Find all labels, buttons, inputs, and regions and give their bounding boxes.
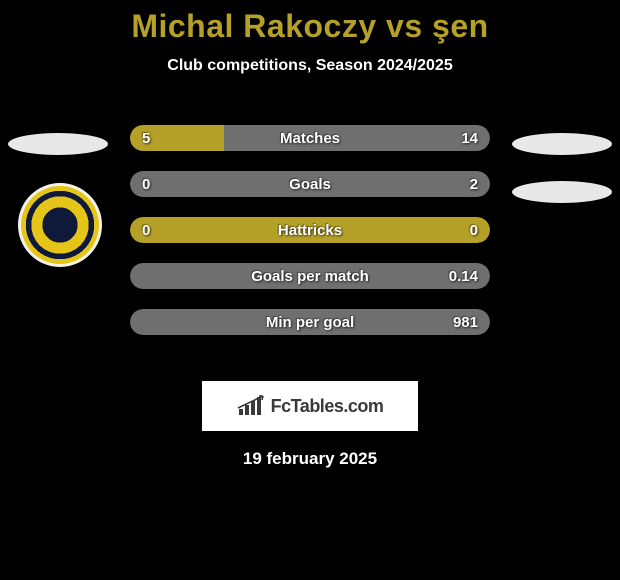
pill-icon	[512, 181, 612, 203]
stat-rows: 5 Matches 14 0 Goals 2 0 Hattricks 0 Goa…	[130, 125, 490, 355]
stat-right-value: 0	[470, 217, 478, 243]
date-text: 19 february 2025	[0, 449, 620, 469]
subtitle: Club competitions, Season 2024/2025	[0, 57, 620, 75]
comparison-stage: 5 Matches 14 0 Goals 2 0 Hattricks 0 Goa…	[0, 103, 620, 363]
club-crest-icon	[18, 183, 102, 267]
stat-row: Min per goal 981	[130, 309, 490, 335]
stat-label: Goals	[130, 171, 490, 197]
stat-label: Hattricks	[130, 217, 490, 243]
stat-right-value: 981	[453, 309, 478, 335]
bar-chart-icon	[237, 395, 265, 417]
stat-row: 5 Matches 14	[130, 125, 490, 151]
player2-badge-2	[512, 181, 612, 203]
stat-right-value: 2	[470, 171, 478, 197]
stat-row: 0 Goals 2	[130, 171, 490, 197]
stat-row: 0 Hattricks 0	[130, 217, 490, 243]
source-logo: FcTables.com	[202, 381, 418, 431]
stat-label: Matches	[130, 125, 490, 151]
pill-icon	[512, 133, 612, 155]
player2-badge-1	[512, 133, 612, 155]
player1-badge-1	[8, 133, 108, 155]
player1-club-badge	[18, 183, 102, 267]
stat-right-value: 0.14	[449, 263, 478, 289]
stat-label: Goals per match	[130, 263, 490, 289]
stat-row: Goals per match 0.14	[130, 263, 490, 289]
source-logo-text: FcTables.com	[271, 396, 384, 417]
stat-right-value: 14	[461, 125, 478, 151]
page-title: Michal Rakoczy vs şen	[0, 0, 620, 45]
pill-icon	[8, 133, 108, 155]
stat-label: Min per goal	[130, 309, 490, 335]
